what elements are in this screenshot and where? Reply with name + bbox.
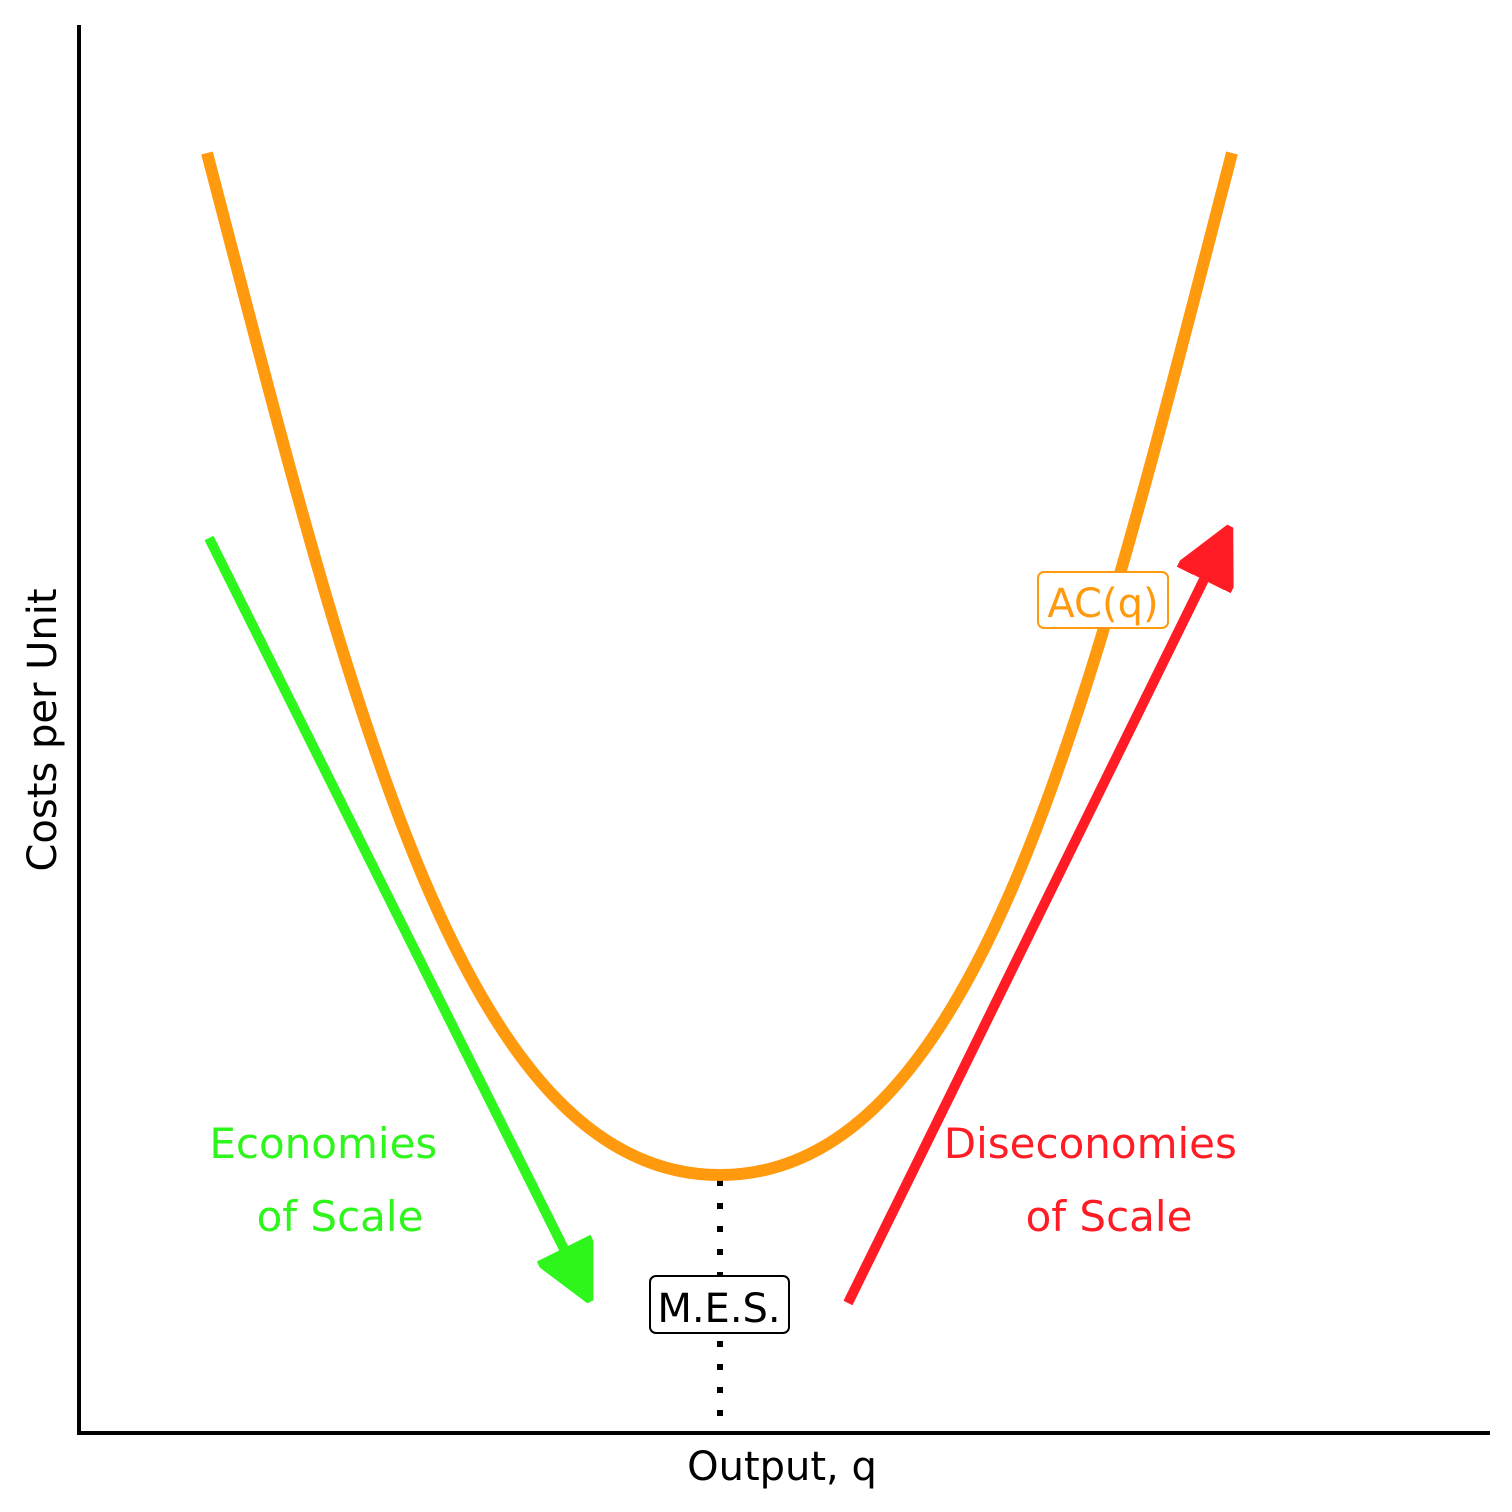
diseconomies-label: Diseconomies of Scale bbox=[944, 1119, 1251, 1241]
economies-label: Economies of Scale bbox=[209, 1119, 450, 1241]
mes-label-text: M.E.S. bbox=[657, 1286, 780, 1332]
x-axis-label: Output, q bbox=[687, 1444, 877, 1490]
y-axis-label: Costs per Unit bbox=[20, 588, 66, 871]
mes-label-box bbox=[649, 1275, 790, 1334]
diseconomies-label-line1: Diseconomies bbox=[944, 1119, 1237, 1168]
average-cost-curve bbox=[201, 151, 1238, 1182]
economies-label-line2: of Scale bbox=[257, 1192, 424, 1241]
diseconomies-label-line2: of Scale bbox=[1026, 1192, 1193, 1241]
diseconomies-arrow bbox=[843, 553, 1217, 1306]
economies-arrow bbox=[204, 535, 577, 1275]
mes-label: M.E.S. bbox=[649, 1275, 790, 1334]
ac-curve-label: AC(q) bbox=[1037, 571, 1169, 629]
ac-label-text: AC(q) bbox=[1047, 581, 1158, 627]
economies-label-line1: Economies bbox=[209, 1119, 437, 1168]
ac-label-box bbox=[1037, 571, 1169, 629]
